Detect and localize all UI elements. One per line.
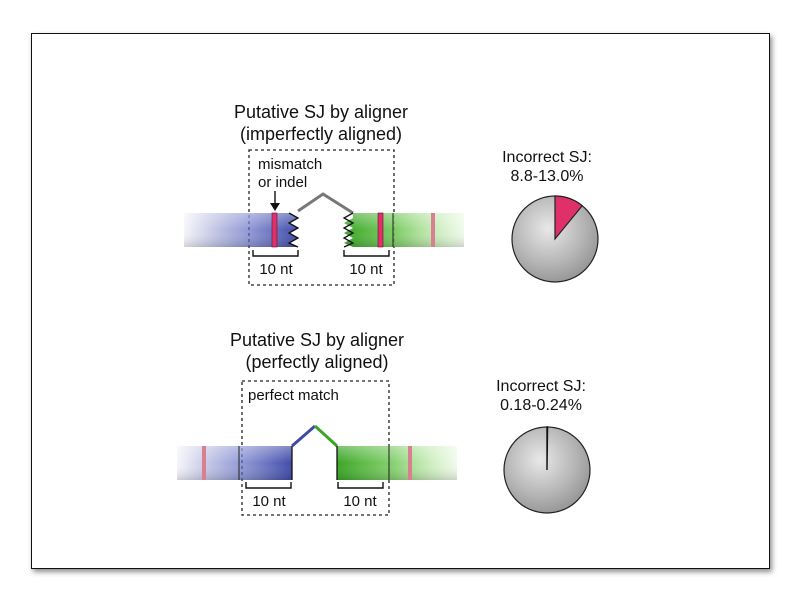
bottom-pie-chart xyxy=(503,426,591,514)
bottom-right-variant-mark xyxy=(408,446,412,480)
top-panel: Putative SJ by aligner (imperfectly alig… xyxy=(184,102,599,286)
top-intron-connector xyxy=(297,192,354,215)
bottom-intron-connector xyxy=(291,424,339,448)
bottom-right-bracket xyxy=(337,482,384,489)
bottom-panel: Putative SJ by aligner (perfectly aligne… xyxy=(177,330,591,516)
top-panel-title-line2: (imperfectly aligned) xyxy=(240,124,402,144)
bottom-annotation: perfect match xyxy=(248,387,339,404)
top-right-exon xyxy=(342,212,464,248)
top-incorrect-wedge xyxy=(554,195,584,241)
splice-junction-diagram: Putative SJ by aligner (imperfectly alig… xyxy=(177,102,599,516)
bottom-pie-label-line1: Incorrect SJ: xyxy=(496,378,586,395)
top-left-bracket xyxy=(252,250,299,257)
top-left-bracket-label: 10 nt xyxy=(259,261,293,278)
bottom-pie-label-line2: 0.18-0.24% xyxy=(500,397,582,414)
top-annotation-line2: or indel xyxy=(258,174,307,191)
bottom-left-bracket xyxy=(245,482,292,489)
top-panel-title-line1: Putative SJ by aligner xyxy=(234,102,408,122)
top-right-variant-mark xyxy=(431,213,435,247)
figure-frame: Putative SJ by aligner (imperfectly alig… xyxy=(31,33,770,569)
top-pie-label-line1: Incorrect SJ: xyxy=(502,149,592,166)
mismatch-arrow-icon xyxy=(270,191,280,211)
top-pie-label-line2: 8.8-13.0% xyxy=(511,168,584,185)
bottom-panel-title-line1: Putative SJ by aligner xyxy=(230,330,404,350)
bottom-right-bracket-label: 10 nt xyxy=(343,493,377,510)
bottom-panel-title-line2: (perfectly aligned) xyxy=(245,352,388,372)
top-right-bracket xyxy=(343,250,390,257)
top-annotation-line1: mismatch xyxy=(258,156,322,173)
top-right-bracket-label: 10 nt xyxy=(349,261,383,278)
top-mismatch-mark xyxy=(271,212,278,248)
bottom-left-bracket-label: 10 nt xyxy=(252,493,286,510)
top-left-exon xyxy=(184,212,300,248)
bottom-incorrect-wedge xyxy=(546,426,549,471)
top-right-mismatch-mark xyxy=(377,212,384,248)
top-pie-chart xyxy=(511,195,599,283)
bottom-right-exon xyxy=(336,446,457,480)
bottom-left-variant-mark xyxy=(202,446,206,480)
bottom-left-exon xyxy=(177,446,293,480)
